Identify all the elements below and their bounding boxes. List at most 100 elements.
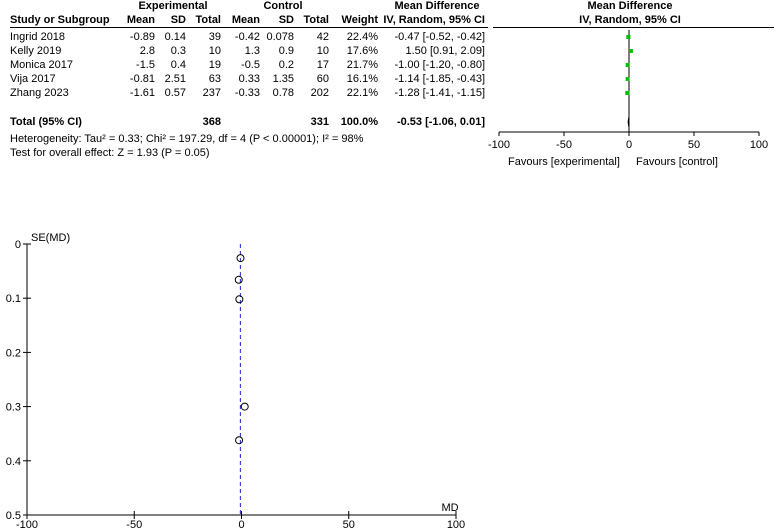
funnel-x-tick-label: -100 xyxy=(16,519,38,530)
ctl-mean-cell: -0.5 xyxy=(241,59,260,71)
ctl-sd-cell: 0.078 xyxy=(266,31,294,43)
funnel-x-tick-label: 100 xyxy=(447,519,465,530)
forest-x-tick-label: 50 xyxy=(688,139,700,151)
study-name: Monica 2017 xyxy=(10,59,73,71)
ctl-mean-header: Mean xyxy=(231,14,260,26)
total-ci: -0.53 [-1.06, 0.01] xyxy=(396,116,485,128)
study-point-marker xyxy=(625,62,630,68)
funnel-y-tick-label: 0.2 xyxy=(6,347,21,359)
weight-cell: 16.1% xyxy=(346,73,378,85)
exp-total-cell: 63 xyxy=(208,73,221,85)
study-name: Vija 2017 xyxy=(10,73,56,85)
funnel-y-tick-label: 0 xyxy=(15,239,21,251)
ctl-mean-cell: 0.33 xyxy=(238,73,260,85)
exp-mean-cell: 2.8 xyxy=(139,45,155,57)
ctl-total-cell: 42 xyxy=(316,31,329,43)
funnel-y-tick-label: 0.5 xyxy=(6,510,21,522)
total-exp-n: 368 xyxy=(202,116,221,128)
exp-mean-cell: -1.5 xyxy=(136,59,155,71)
exp-mean-cell: -0.89 xyxy=(129,31,155,43)
forest-x-tick-label: 0 xyxy=(626,139,632,151)
exp-sd-header: SD xyxy=(170,14,186,26)
total-weight: 100.0% xyxy=(340,116,378,128)
ctl-sd-cell: 0.2 xyxy=(278,59,294,71)
plot-header-rule xyxy=(493,27,774,28)
ctl-total-cell: 60 xyxy=(316,73,329,85)
overall-effect-text: Test for overall effect: Z = 1.93 (P = 0… xyxy=(10,147,210,159)
ctl-sd-cell: 0.9 xyxy=(278,45,294,57)
ctl-total-cell: 202 xyxy=(310,87,329,99)
method-header: IV, Random, 95% CI xyxy=(383,14,485,26)
study-point-marker xyxy=(626,34,631,40)
funnel-point xyxy=(240,402,249,411)
total-label: Total (95% CI) xyxy=(10,116,82,128)
funnel-y-tick-label: 0.4 xyxy=(6,456,21,468)
ctl-sd-header: SD xyxy=(278,14,294,26)
ci-cell: -1.14 [-1.85, -0.43] xyxy=(394,73,486,85)
mean-difference-group-header: Mean Difference xyxy=(394,0,480,12)
exp-mean-cell: -0.81 xyxy=(129,73,155,85)
ctl-mean-cell: -0.33 xyxy=(234,87,260,99)
ctl-sd-cell: 0.78 xyxy=(272,87,294,99)
pooled-diamond xyxy=(627,117,630,127)
weight-cell: 21.7% xyxy=(346,59,378,71)
ctl-mean-cell: 1.3 xyxy=(244,45,260,57)
study-name: Zhang 2023 xyxy=(10,87,69,99)
exp-total-cell: 237 xyxy=(202,87,221,99)
weight-header: Weight xyxy=(341,14,378,26)
ctl-total-cell: 10 xyxy=(316,45,329,57)
weight-cell: 22.4% xyxy=(346,31,378,43)
ci-cell: -1.00 [-1.20, -0.80] xyxy=(394,59,486,71)
study-name: Ingrid 2018 xyxy=(10,31,66,43)
control-group-header: Control xyxy=(263,0,303,12)
funnel-y-tick-label: 0.3 xyxy=(6,402,21,414)
header-rule xyxy=(10,27,488,28)
funnel-point xyxy=(235,295,244,304)
exp-sd-cell: 0.57 xyxy=(164,87,186,99)
forest-x-tick-label: 100 xyxy=(750,139,768,151)
exp-total-cell: 10 xyxy=(208,45,221,57)
heterogeneity-text: Heterogeneity: Tau² = 0.33; Chi² = 197.2… xyxy=(10,133,364,145)
study-point-marker xyxy=(629,49,633,53)
funnel-y-axis-label: SE(MD) xyxy=(31,232,70,244)
funnel-x-axis-label: MD xyxy=(442,502,459,514)
exp-total-header: Total xyxy=(195,14,221,26)
forest-x-tick-label: -100 xyxy=(488,139,510,151)
ci-cell: -1.28 [-1.41, -1.15] xyxy=(394,87,486,99)
ctl-mean-cell: -0.42 xyxy=(234,31,260,43)
ctl-total-cell: 17 xyxy=(316,59,329,71)
favours-experimental-label: Favours [experimental] xyxy=(508,156,620,168)
experimental-group-header: Experimental xyxy=(138,0,208,12)
exp-mean-cell: -1.61 xyxy=(129,87,155,99)
total-ctl-n: 331 xyxy=(310,116,329,128)
exp-mean-header: Mean xyxy=(126,14,155,26)
weight-cell: 17.6% xyxy=(346,45,378,57)
funnel-y-tick-label: 0.1 xyxy=(6,293,21,305)
ci-cell: 1.50 [0.91, 2.09] xyxy=(405,45,485,57)
exp-total-cell: 19 xyxy=(208,59,221,71)
ctl-total-header: Total xyxy=(303,14,329,26)
exp-total-cell: 39 xyxy=(208,31,221,43)
study-point-marker xyxy=(625,90,630,96)
study-column-header: Study or Subgroup xyxy=(10,14,110,26)
exp-sd-cell: 0.4 xyxy=(170,59,186,71)
ctl-sd-cell: 1.35 xyxy=(272,73,294,85)
ci-cell: -0.47 [-0.52, -0.42] xyxy=(394,31,486,43)
funnel-point xyxy=(236,254,245,263)
study-point-marker xyxy=(625,77,630,81)
funnel-x-tick-label: 0 xyxy=(238,519,244,530)
plot-title: Mean Difference xyxy=(587,0,673,12)
weight-cell: 22.1% xyxy=(346,87,378,99)
funnel-x-tick-label: 50 xyxy=(343,519,355,530)
exp-sd-cell: 0.3 xyxy=(170,45,186,57)
funnel-point xyxy=(234,275,243,284)
exp-sd-cell: 0.14 xyxy=(164,31,186,43)
study-name: Kelly 2019 xyxy=(10,45,62,57)
plot-method-header: IV, Random, 95% CI xyxy=(579,14,681,26)
forest-x-tick-label: -50 xyxy=(556,139,572,151)
funnel-x-tick-label: -50 xyxy=(126,519,142,530)
favours-control-label: Favours [control] xyxy=(636,156,718,168)
exp-sd-cell: 2.51 xyxy=(164,73,186,85)
